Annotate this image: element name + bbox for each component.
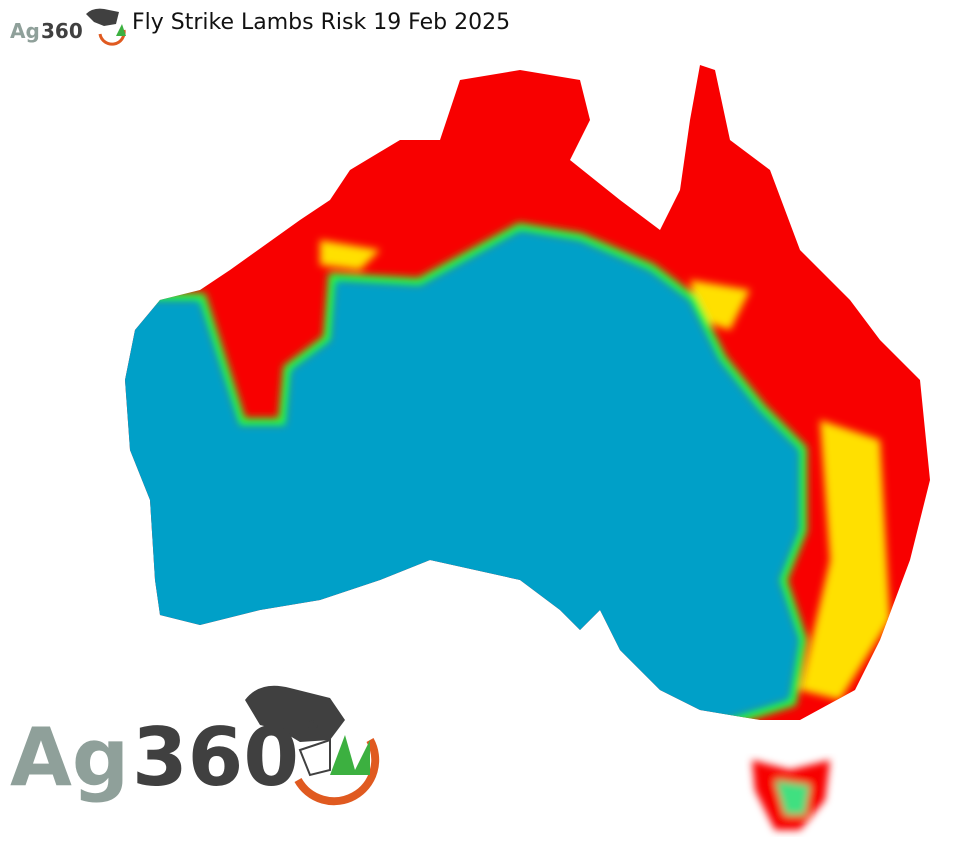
map-title: Fly Strike Lambs Risk 19 Feb 2025 xyxy=(132,10,511,35)
ag360-logo: Ag 360 ® xyxy=(10,685,380,806)
svg-text:360: 360 xyxy=(132,711,299,804)
ag360-logo-small: Ag 360 xyxy=(10,8,126,46)
svg-text:Ag: Ag xyxy=(10,19,40,43)
tasmania xyxy=(752,760,830,830)
svg-text:360: 360 xyxy=(41,19,83,43)
svg-text:®: ® xyxy=(306,718,320,734)
svg-text:Ag: Ag xyxy=(10,711,129,804)
